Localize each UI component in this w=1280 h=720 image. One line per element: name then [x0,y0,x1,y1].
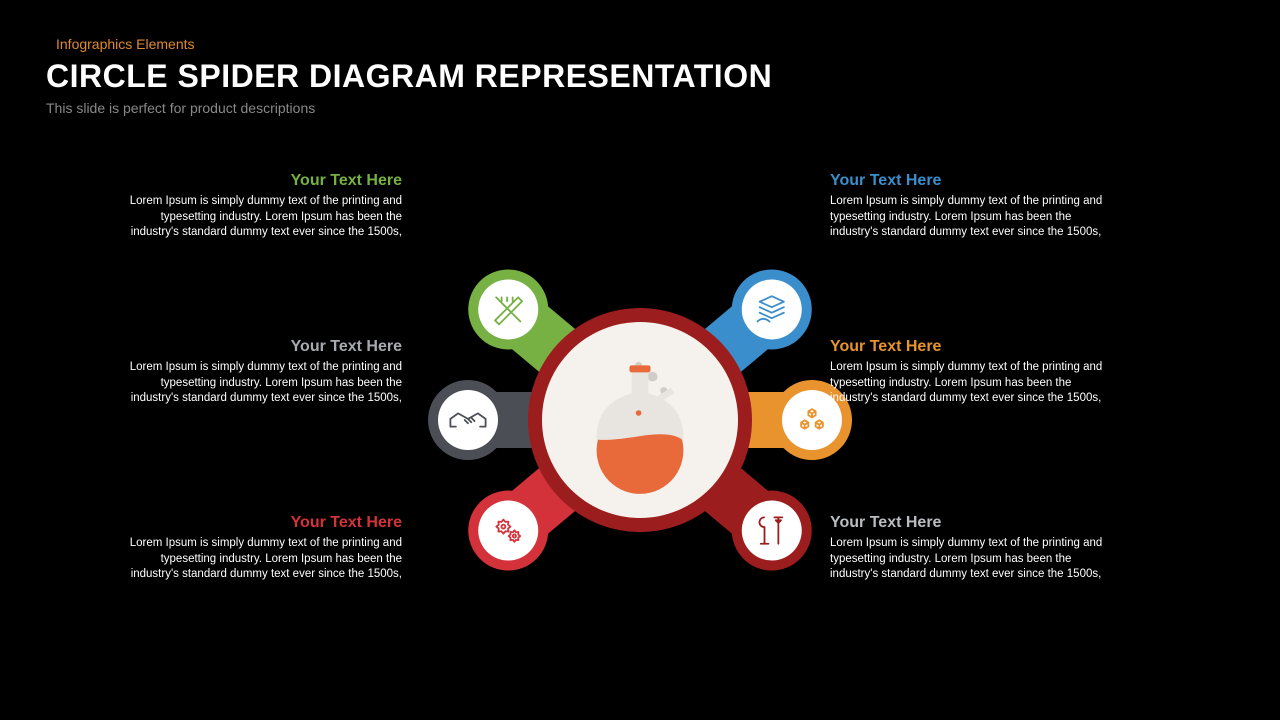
flask-icon [597,362,684,494]
handshake-icon [450,413,485,426]
pencil-ruler-icon [495,297,522,324]
node-text-1: Your Text Here Lorem Ipsum is simply dumm… [830,172,1120,241]
node-body: Lorem Ipsum is simply dummy text of the … [112,360,402,407]
layers-hand-icon [757,296,783,321]
node-text-2: Your Text Here Lorem Ipsum is simply dumm… [112,338,402,407]
node-body: Lorem Ipsum is simply dummy text of the … [830,194,1120,241]
node-text-4: Your Text Here Lorem Ipsum is simply dumm… [112,514,402,583]
subtitle: This slide is perfect for product descri… [46,100,315,116]
cubes-icon [801,409,823,429]
node-title: Your Text Here [830,172,1120,190]
node-body: Lorem Ipsum is simply dummy text of the … [830,536,1120,583]
node-title: Your Text Here [112,514,402,532]
node-body: Lorem Ipsum is simply dummy text of the … [112,536,402,583]
tools-icon [759,517,782,543]
node-text-5: Your Text Here Lorem Ipsum is simply dumm… [830,514,1120,583]
node-body: Lorem Ipsum is simply dummy text of the … [112,194,402,241]
kicker: Infographics Elements [56,36,195,52]
gears-icon [496,520,520,542]
node-text-0: Your Text Here Lorem Ipsum is simply dumm… [112,172,402,241]
node-title: Your Text Here [112,338,402,356]
page-title: CIRCLE SPIDER DIAGRAM REPRESENTATION [46,58,772,95]
node-title: Your Text Here [830,514,1120,532]
node-title: Your Text Here [830,338,1120,356]
node-text-3: Your Text Here Lorem Ipsum is simply dumm… [830,338,1120,407]
node-body: Lorem Ipsum is simply dummy text of the … [830,360,1120,407]
node-title: Your Text Here [112,172,402,190]
